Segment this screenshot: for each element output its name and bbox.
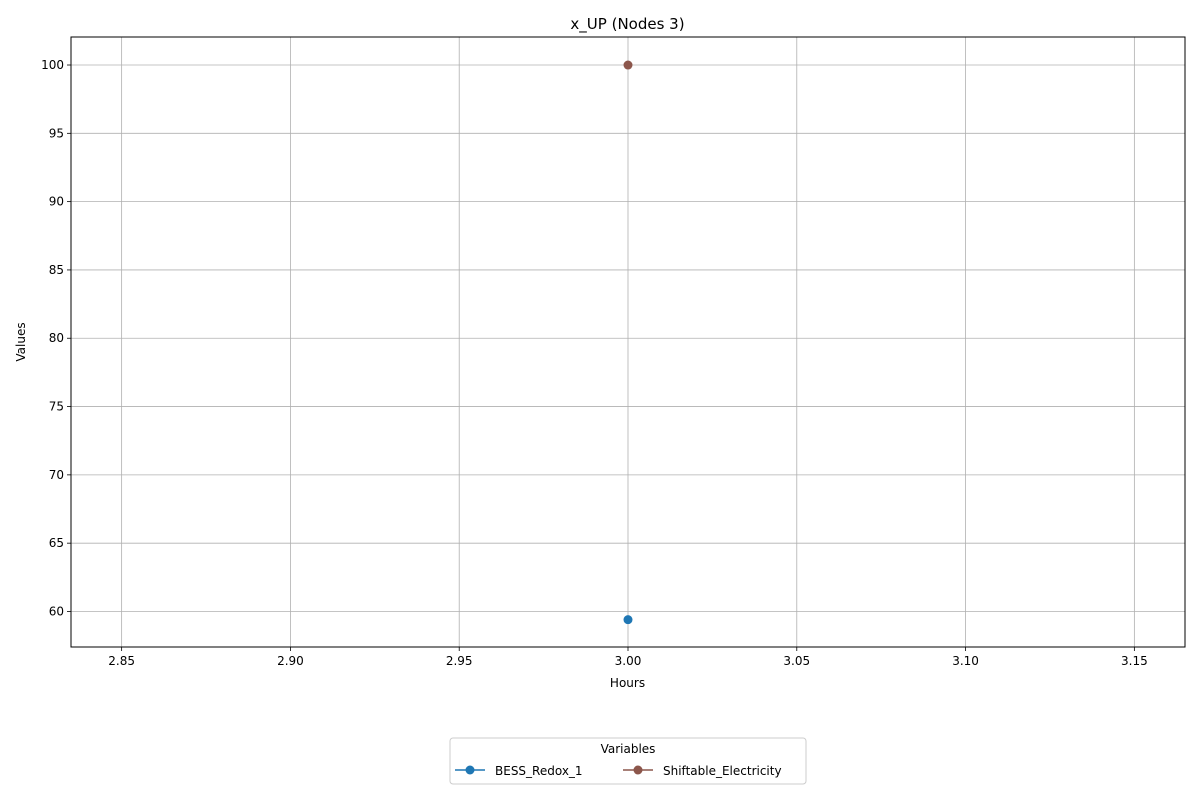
x-tick-label: 3.05 xyxy=(783,654,810,668)
x-axis-title: Hours xyxy=(610,676,645,690)
y-tick-label: 65 xyxy=(49,536,64,550)
ticks-layer: 2.85 2.90 2.95 3.00 3.05 3.10 3.15 60 65 70 75 80 85… xyxy=(41,58,1148,668)
y-tick-label: 90 xyxy=(49,195,64,209)
x-tick-label: 2.95 xyxy=(446,654,473,668)
y-axis-title: Values xyxy=(14,322,28,361)
legend: Variables BESS_Redox_1 Shiftable_Electric… xyxy=(449,737,807,785)
legend-marker-0 xyxy=(465,765,475,775)
data-point-shiftable-electricity xyxy=(623,60,633,70)
x-tick-label: 2.85 xyxy=(108,654,135,668)
y-tick-label: 80 xyxy=(49,331,64,345)
y-tick-label: 60 xyxy=(49,604,64,618)
legend-items: BESS_Redox_1 Shiftable_Electricity xyxy=(455,764,782,778)
x-tick-label: 2.90 xyxy=(277,654,304,668)
data-point-bess-redox-1 xyxy=(623,615,633,625)
chart-title: x_UP (Nodes 3) xyxy=(570,15,684,34)
x-tick-label: 3.10 xyxy=(952,654,979,668)
legend-box xyxy=(449,737,807,785)
x-tick-label: 3.00 xyxy=(615,654,642,668)
legend-label-0: BESS_Redox_1 xyxy=(495,764,583,778)
y-tick-label: 95 xyxy=(49,126,64,140)
x-tick-label: 3.15 xyxy=(1121,654,1148,668)
legend-title: Variables xyxy=(601,742,656,756)
y-tick-label: 70 xyxy=(49,468,64,482)
data-layer xyxy=(623,60,633,625)
y-tick-label: 100 xyxy=(41,58,64,72)
legend-marker-1 xyxy=(633,765,643,775)
y-tick-label: 85 xyxy=(49,263,64,277)
grid-layer xyxy=(71,37,1185,647)
legend-label-1: Shiftable_Electricity xyxy=(663,764,782,778)
y-tick-label: 75 xyxy=(49,400,64,414)
